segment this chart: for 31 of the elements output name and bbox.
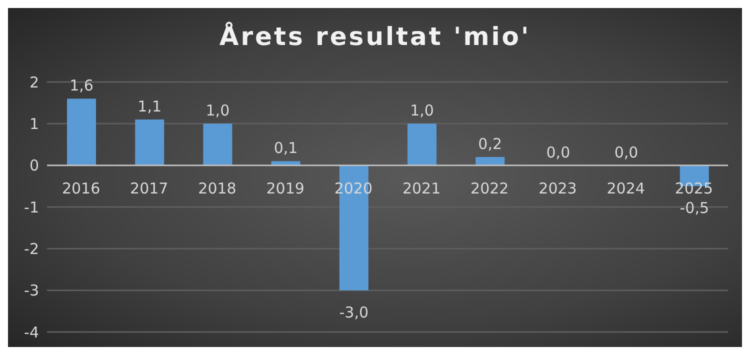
y-tick-label: -3 <box>24 282 39 300</box>
y-tick-label: -1 <box>24 198 39 216</box>
x-tick-label: 2024 <box>606 179 645 198</box>
bar <box>476 157 505 166</box>
x-tick-label: 2023 <box>538 179 577 198</box>
bar <box>203 124 232 166</box>
bar <box>67 98 96 166</box>
x-tick-label: 2019 <box>266 179 304 198</box>
data-label: -0,5 <box>680 199 710 218</box>
data-label: 0,0 <box>614 143 638 162</box>
data-label: 1,1 <box>138 98 162 116</box>
data-label: 1,6 <box>70 76 94 95</box>
data-label: 1,0 <box>206 102 230 120</box>
data-label: 0,0 <box>546 143 570 162</box>
x-tick-label: 2018 <box>198 179 236 198</box>
x-tick-label: 2017 <box>130 179 168 198</box>
data-label: 0,2 <box>478 135 502 153</box>
data-label: 1,0 <box>410 102 434 120</box>
y-tick-label: -2 <box>24 240 39 258</box>
chart-title: Årets resultat 'mio' <box>218 22 532 51</box>
y-tick-label: 1 <box>29 114 39 133</box>
data-label: -3,0 <box>339 303 369 322</box>
x-tick-label: 2021 <box>402 179 441 198</box>
y-tick-label: 0 <box>29 156 39 175</box>
y-tick-label: 2 <box>29 73 39 92</box>
x-tick-label: 2016 <box>62 179 100 198</box>
bar <box>135 120 164 166</box>
data-label: 0,1 <box>274 139 298 158</box>
x-tick-label: 2022 <box>470 179 509 198</box>
bar <box>408 124 436 166</box>
y-tick-label: -4 <box>24 323 39 342</box>
